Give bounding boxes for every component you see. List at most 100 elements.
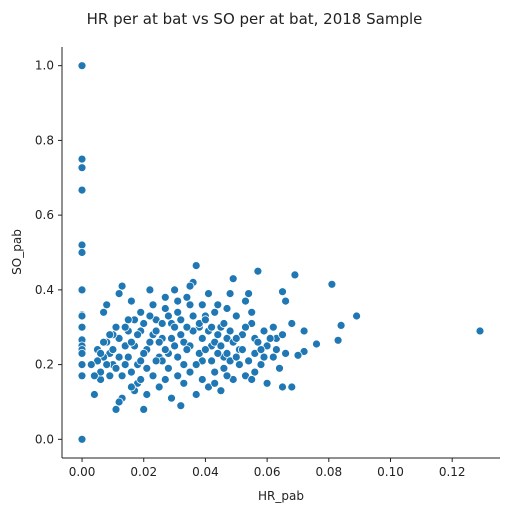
data-point [281,296,291,306]
data-point [281,348,291,358]
data-point [126,367,136,377]
data-point [167,333,176,343]
data-point [77,285,87,295]
data-point [278,330,287,340]
data-point [200,315,210,325]
data-point [173,352,183,362]
data-point [77,322,87,332]
data-point [213,300,223,310]
data-point [176,315,186,325]
data-point [77,371,87,381]
data-point [117,371,127,381]
data-point [102,360,112,370]
data-point [278,287,287,297]
data-point [170,341,180,351]
data-point [142,363,152,373]
data-point [151,356,161,366]
data-point [475,326,485,336]
x-tick-label: 0.02 [130,465,157,479]
data-point [77,434,87,444]
data-point [327,279,337,289]
y-tick-label: 0.2 [35,358,54,372]
data-point [99,337,108,347]
data-point [139,348,149,358]
data-point [170,285,180,295]
data-point [120,360,130,370]
data-point [114,352,124,362]
data-point [210,307,220,317]
data-point [259,326,269,336]
data-point [256,345,266,355]
data-point [237,345,247,355]
data-point [182,345,192,355]
data-point [163,311,173,321]
data-point [191,390,201,399]
data-point [219,363,229,373]
data-point [77,240,87,250]
data-point [123,352,133,362]
x-ticks: 0.00 0.02 0.04 0.06 0.08 0.10 0.12 [69,458,466,479]
data-point [145,337,155,347]
data-point [207,356,217,366]
data-point [204,289,213,299]
data-point [259,352,269,362]
data-point [185,281,195,291]
data-point [247,307,257,317]
data-point [105,371,115,381]
data-point [185,367,195,377]
data-point [105,330,115,340]
data-point [287,382,297,392]
data-point [250,367,260,377]
data-point [210,367,220,377]
data-point [278,382,287,392]
data-point [126,382,136,392]
y-tick-label: 0.6 [35,208,54,222]
data-point [99,307,108,317]
data-point [77,185,87,195]
data-point [197,375,207,384]
data-point [86,360,96,370]
data-point [222,304,232,313]
data-point [176,330,186,340]
data-point [179,378,189,388]
x-tick-label: 0.10 [377,465,404,479]
chart-title: HR per at bat vs SO per at bat, 2018 Sam… [87,10,423,28]
data-point [188,311,198,321]
data-point [154,382,164,392]
data-point [160,345,170,355]
data-point [90,371,99,381]
data-point [216,341,226,351]
x-tick-label: 0.12 [439,465,466,479]
data-point [77,311,87,321]
data-point [179,360,189,370]
data-point [244,356,254,366]
data-point [241,296,250,306]
data-point [219,319,229,328]
data-point [352,311,362,321]
data-point [90,390,99,399]
data-point [136,356,146,366]
data-point [77,154,87,164]
data-point [182,292,192,302]
data-point [210,378,220,388]
data-point [108,345,118,355]
axes-layer [61,47,500,459]
data-point [148,300,158,310]
y-tick-label: 0.0 [35,432,54,446]
data-point [160,375,170,384]
data-point [145,311,155,321]
data-point [136,375,146,384]
data-point [154,337,164,347]
data-point [336,320,346,330]
data-point [77,348,87,358]
data-point [241,322,250,332]
data-point [126,296,136,306]
x-tick-label: 0.04 [192,465,219,479]
data-point [207,322,217,332]
data-point [173,371,183,381]
data-point [290,270,300,280]
data-point [145,285,155,295]
data-point [333,335,343,345]
data-point [126,337,136,347]
